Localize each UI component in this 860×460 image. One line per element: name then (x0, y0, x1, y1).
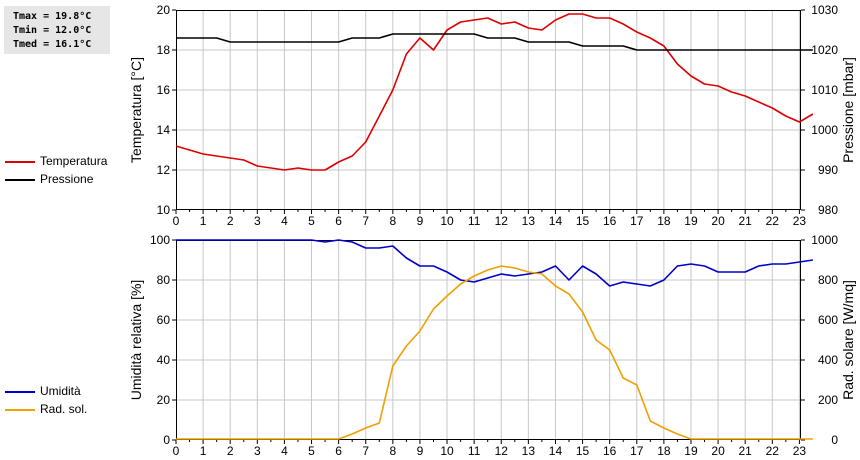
x-tick-label: 11 (468, 214, 481, 228)
x-tick-label: 20 (711, 444, 725, 458)
legend-swatch-radsol (5, 409, 35, 411)
x-tick-label: 14 (549, 214, 563, 228)
x-tick-label: 23 (793, 444, 807, 458)
x-tick-label: 1 (200, 214, 207, 228)
y-left-tick-label: 18 (157, 43, 171, 57)
y-left-axis-title: Temperatura [°C] (128, 57, 144, 163)
y-left-tick-label: 10 (157, 203, 171, 217)
x-tick-label: 14 (549, 444, 563, 458)
y-right-tick-label: 800 (818, 273, 838, 287)
x-tick-label: 12 (495, 444, 509, 458)
stats-box: Tmax = 19.8°C Tmin = 12.0°C Tmed = 16.1°… (4, 6, 110, 54)
x-tick-label: 6 (335, 444, 342, 458)
x-tick-label: 20 (711, 214, 725, 228)
y-right-axis-title: Pressione [mbar] (840, 57, 856, 163)
x-tick-label: 7 (362, 214, 369, 228)
x-tick-label: 18 (657, 444, 671, 458)
x-tick-label: 16 (603, 444, 617, 458)
y-right-tick-label: 400 (818, 353, 838, 367)
x-tick-label: 13 (522, 444, 536, 458)
x-tick-label: 2 (227, 444, 234, 458)
y-right-tick-label: 600 (818, 313, 838, 327)
x-tick-label: 10 (440, 214, 454, 228)
x-tick-label: 4 (281, 444, 288, 458)
y-left-tick-label: 16 (157, 83, 171, 97)
x-tick-label: 22 (766, 444, 780, 458)
x-tick-label: 5 (308, 214, 315, 228)
y-left-tick-label: 0 (163, 433, 170, 447)
x-tick-label: 9 (417, 444, 424, 458)
x-tick-label: 10 (440, 444, 454, 458)
tmin-label: Tmin = 12.0°C (13, 25, 92, 36)
plot-area (176, 10, 801, 210)
x-tick-label: 22 (766, 214, 780, 228)
x-tick-label: 1 (200, 444, 207, 458)
y-left-tick-label: 60 (157, 313, 171, 327)
x-tick-label: 5 (308, 444, 315, 458)
chart-panel-umid-rad: 0 1 2 3 4 5 6 7 8 9 10 11 12 13 14 15 16 17 18 19 20 21 22 2302… (128, 233, 856, 458)
y-left-tick-label: 100 (150, 233, 170, 247)
legend-swatch-pressione (5, 179, 35, 181)
y-right-tick-label: 990 (818, 163, 838, 177)
y-left-tick-label: 20 (157, 393, 171, 407)
x-tick-label: 3 (254, 444, 261, 458)
y-left-tick-label: 14 (157, 123, 171, 137)
x-tick-label: 19 (684, 444, 698, 458)
y-right-tick-label: 980 (818, 203, 838, 217)
x-tick-label: 17 (630, 214, 644, 228)
legend-swatch-temperatura (5, 161, 35, 163)
x-tick-label: 12 (495, 214, 509, 228)
chart-panel-temp-press: 0 1 2 3 4 5 6 7 8 9 10 11 12 13 14 15 16 17 18 19 20 21 22 2310… (128, 3, 856, 228)
y-right-axis-title: Rad. solare [W/mq] (840, 280, 856, 400)
y-right-tick-label: 200 (818, 393, 838, 407)
legend-label-pressione: Pressione (40, 172, 94, 186)
y-right-tick-label: 1010 (811, 83, 838, 97)
y-left-axis-title: Umidità relativa [%] (128, 280, 144, 401)
series-line-umidit (176, 239, 814, 287)
series-line-rad-sol (176, 265, 813, 440)
x-tick-label: 4 (281, 214, 288, 228)
plot-area (176, 240, 801, 440)
x-tick-label: 23 (793, 214, 807, 228)
legend-label-temperatura: Temperatura (40, 154, 108, 168)
x-tick-label: 0 (173, 444, 180, 458)
x-tick-label: 16 (603, 214, 617, 228)
plot-frame (176, 240, 801, 440)
tmax-label: Tmax = 19.8°C (13, 11, 92, 22)
x-tick-label: 6 (335, 214, 342, 228)
x-tick-label: 17 (630, 444, 644, 458)
y-left-tick-label: 40 (157, 353, 171, 367)
x-tick-label: 15 (576, 214, 590, 228)
x-tick-label: 3 (254, 214, 261, 228)
x-tick-label: 18 (657, 214, 671, 228)
legend-swatch-umidita (5, 391, 35, 393)
x-tick-label: 8 (389, 444, 396, 458)
y-right-tick-label: 0 (831, 433, 838, 447)
y-right-tick-label: 1030 (811, 3, 838, 17)
y-left-tick-label: 20 (157, 3, 171, 17)
y-right-tick-label: 1020 (811, 43, 838, 57)
legend-label-umidita: Umidità (40, 384, 81, 398)
series-line-temperatura (175, 13, 814, 171)
x-tick-label: 19 (684, 214, 698, 228)
y-left-tick-label: 12 (157, 163, 171, 177)
y-right-tick-label: 1000 (811, 123, 838, 137)
legend-label-radsol: Rad. sol. (40, 402, 88, 416)
series-line-pressione (176, 33, 813, 51)
x-tick-label: 15 (576, 444, 590, 458)
tmed-label: Tmed = 16.1°C (13, 39, 92, 50)
x-tick-label: 21 (739, 444, 753, 458)
y-right-tick-label: 1000 (811, 233, 838, 247)
x-tick-label: 13 (522, 214, 536, 228)
x-tick-label: 7 (362, 444, 369, 458)
x-tick-label: 9 (417, 214, 424, 228)
y-left-tick-label: 80 (157, 273, 171, 287)
plot-frame (176, 10, 801, 210)
x-tick-label: 0 (173, 214, 180, 228)
x-tick-label: 11 (468, 444, 481, 458)
x-tick-label: 21 (739, 214, 753, 228)
x-tick-label: 8 (389, 214, 396, 228)
x-tick-label: 2 (227, 214, 234, 228)
